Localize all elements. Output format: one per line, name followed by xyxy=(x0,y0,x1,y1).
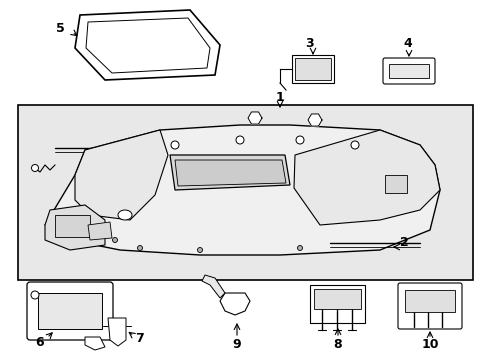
Text: 4: 4 xyxy=(403,36,411,50)
Bar xyxy=(291,55,333,83)
FancyBboxPatch shape xyxy=(382,58,434,84)
Text: 7: 7 xyxy=(135,332,144,345)
Polygon shape xyxy=(75,10,220,80)
Bar xyxy=(313,289,360,309)
Ellipse shape xyxy=(31,165,39,171)
Bar xyxy=(404,290,454,312)
Ellipse shape xyxy=(112,238,117,243)
Polygon shape xyxy=(75,130,168,220)
Text: 8: 8 xyxy=(333,338,342,351)
Polygon shape xyxy=(175,160,285,186)
Polygon shape xyxy=(45,125,439,255)
Bar xyxy=(38,293,102,329)
Ellipse shape xyxy=(31,291,39,299)
Polygon shape xyxy=(307,114,321,126)
Text: 9: 9 xyxy=(232,338,241,351)
Ellipse shape xyxy=(171,141,179,149)
Polygon shape xyxy=(247,112,262,124)
Ellipse shape xyxy=(295,136,304,144)
Polygon shape xyxy=(202,275,224,298)
Text: 10: 10 xyxy=(420,338,438,351)
Bar xyxy=(18,105,472,280)
Polygon shape xyxy=(45,205,105,250)
FancyBboxPatch shape xyxy=(397,283,461,329)
Ellipse shape xyxy=(236,136,244,144)
Text: 5: 5 xyxy=(56,22,64,35)
Ellipse shape xyxy=(197,248,202,252)
Text: 3: 3 xyxy=(305,36,314,50)
Bar xyxy=(384,175,406,193)
Polygon shape xyxy=(85,337,105,350)
FancyBboxPatch shape xyxy=(27,282,113,340)
Bar xyxy=(55,215,90,237)
Polygon shape xyxy=(86,18,209,73)
Ellipse shape xyxy=(118,210,132,220)
Text: 6: 6 xyxy=(36,337,44,350)
Ellipse shape xyxy=(137,246,142,251)
Text: 1: 1 xyxy=(275,90,284,104)
Polygon shape xyxy=(108,318,126,346)
Polygon shape xyxy=(88,222,112,240)
Polygon shape xyxy=(170,155,289,190)
Bar xyxy=(294,58,330,80)
Ellipse shape xyxy=(350,141,358,149)
Ellipse shape xyxy=(297,246,302,251)
Polygon shape xyxy=(293,130,439,225)
Bar xyxy=(388,64,428,78)
Polygon shape xyxy=(220,293,249,315)
Bar xyxy=(309,285,364,323)
Text: 2: 2 xyxy=(399,235,408,248)
